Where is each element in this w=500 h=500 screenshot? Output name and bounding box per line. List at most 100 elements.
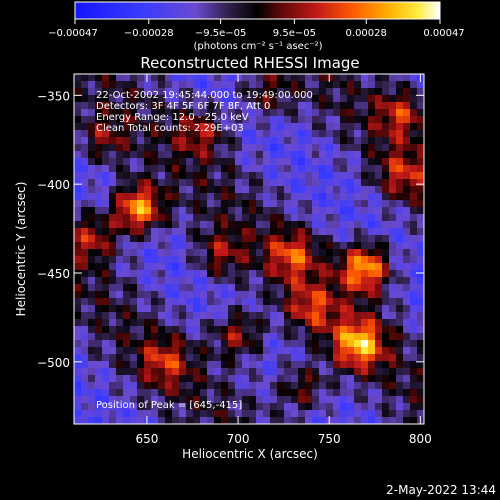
heatmap-cell (74, 235, 82, 243)
heatmap-cell (277, 144, 285, 152)
heatmap-cell (151, 277, 159, 285)
heatmap-cell (263, 298, 271, 306)
heatmap-cell (123, 284, 131, 292)
heatmap-cell (312, 298, 320, 306)
heatmap-cell (242, 130, 250, 138)
heatmap-cell (298, 109, 306, 117)
heatmap-cell (298, 193, 306, 201)
heatmap-cell (333, 74, 341, 82)
heatmap-cell (263, 81, 271, 89)
heatmap-cell (116, 221, 124, 229)
heatmap-cell (193, 207, 201, 215)
heatmap-cell (249, 368, 257, 376)
heatmap-cell (109, 298, 117, 306)
heatmap-cell (242, 193, 250, 201)
heatmap-cell (109, 333, 117, 341)
heatmap-cell (221, 256, 229, 264)
heatmap-cell (319, 109, 327, 117)
heatmap-cell (144, 109, 152, 117)
heatmap-cell (137, 340, 145, 348)
heatmap-cell (186, 417, 194, 424)
heatmap-cell (354, 340, 362, 348)
heatmap-cell (144, 130, 152, 138)
heatmap-cell (410, 144, 418, 152)
heatmap-cell (361, 172, 369, 180)
heatmap-cell (375, 186, 383, 194)
heatmap-cell (354, 312, 362, 320)
heatmap-cell (130, 242, 138, 250)
heatmap-cell (326, 249, 334, 257)
heatmap-cell (368, 193, 376, 201)
heatmap-cell (137, 361, 145, 369)
heatmap-cell (361, 347, 369, 355)
heatmap-cell (235, 382, 243, 390)
heatmap-cell (151, 172, 159, 180)
heatmap-cell (116, 123, 124, 131)
heatmap-cell (165, 417, 173, 424)
heatmap-cell (74, 130, 82, 138)
heatmap-cell (186, 123, 194, 131)
heatmap-cell (340, 137, 348, 145)
heatmap-cell (263, 396, 271, 404)
heatmap-cell (270, 235, 278, 243)
heatmap-cell (403, 151, 411, 159)
heatmap-cell (284, 88, 292, 96)
heatmap-cell (319, 116, 327, 124)
heatmap-cell (144, 389, 152, 397)
heatmap-cell (340, 81, 348, 89)
heatmap-cell (207, 221, 215, 229)
heatmap-cell (172, 403, 180, 411)
heatmap-cell (242, 340, 250, 348)
heatmap-cell (256, 165, 264, 173)
heatmap-cell (305, 263, 313, 271)
heatmap-cell (284, 263, 292, 271)
heatmap-cell (361, 284, 369, 292)
heatmap-cell (361, 354, 369, 362)
heatmap-cell (179, 130, 187, 138)
heatmap-cell (389, 158, 397, 166)
heatmap-cell (109, 130, 117, 138)
heatmap-cell (74, 375, 82, 383)
heatmap-cell (193, 158, 201, 166)
heatmap-cell (368, 375, 376, 383)
heatmap-cell (144, 158, 152, 166)
heatmap-cell (249, 123, 257, 131)
heatmap-cell (95, 144, 103, 152)
heatmap-cell (410, 193, 418, 201)
heatmap-cell (284, 221, 292, 229)
heatmap-cell (109, 81, 117, 89)
heatmap-cell (179, 200, 187, 208)
heatmap-cell (221, 375, 229, 383)
heatmap-cell (312, 361, 320, 369)
heatmap-cell (137, 179, 145, 187)
heatmap-cell (214, 403, 222, 411)
heatmap-cell (340, 354, 348, 362)
heatmap-cell (207, 123, 215, 131)
heatmap-cell (123, 291, 131, 299)
heatmap-cell (249, 361, 257, 369)
heatmap-cell (417, 144, 424, 152)
heatmap-cell (116, 277, 124, 285)
heatmap-cell (193, 361, 201, 369)
heatmap-cell (389, 123, 397, 131)
heatmap-cell (298, 144, 306, 152)
heatmap-cell (81, 263, 89, 271)
heatmap-cell (291, 354, 299, 362)
heatmap-cell (137, 228, 145, 236)
heatmap-cell (354, 277, 362, 285)
heatmap-cell (221, 186, 229, 194)
heatmap-cell (389, 137, 397, 145)
heatmap-cell (130, 95, 138, 103)
heatmap-cell (88, 417, 96, 424)
heatmap-cell (347, 109, 355, 117)
heatmap-cell (165, 207, 173, 215)
heatmap-cell (95, 88, 103, 96)
heatmap-cell (319, 340, 327, 348)
heatmap-cell (354, 396, 362, 404)
heatmap-cell (200, 375, 208, 383)
heatmap-cell (137, 403, 145, 411)
heatmap-cell (172, 382, 180, 390)
heatmap-cell (214, 375, 222, 383)
heatmap-cell (284, 305, 292, 313)
heatmap-cell (403, 249, 411, 257)
